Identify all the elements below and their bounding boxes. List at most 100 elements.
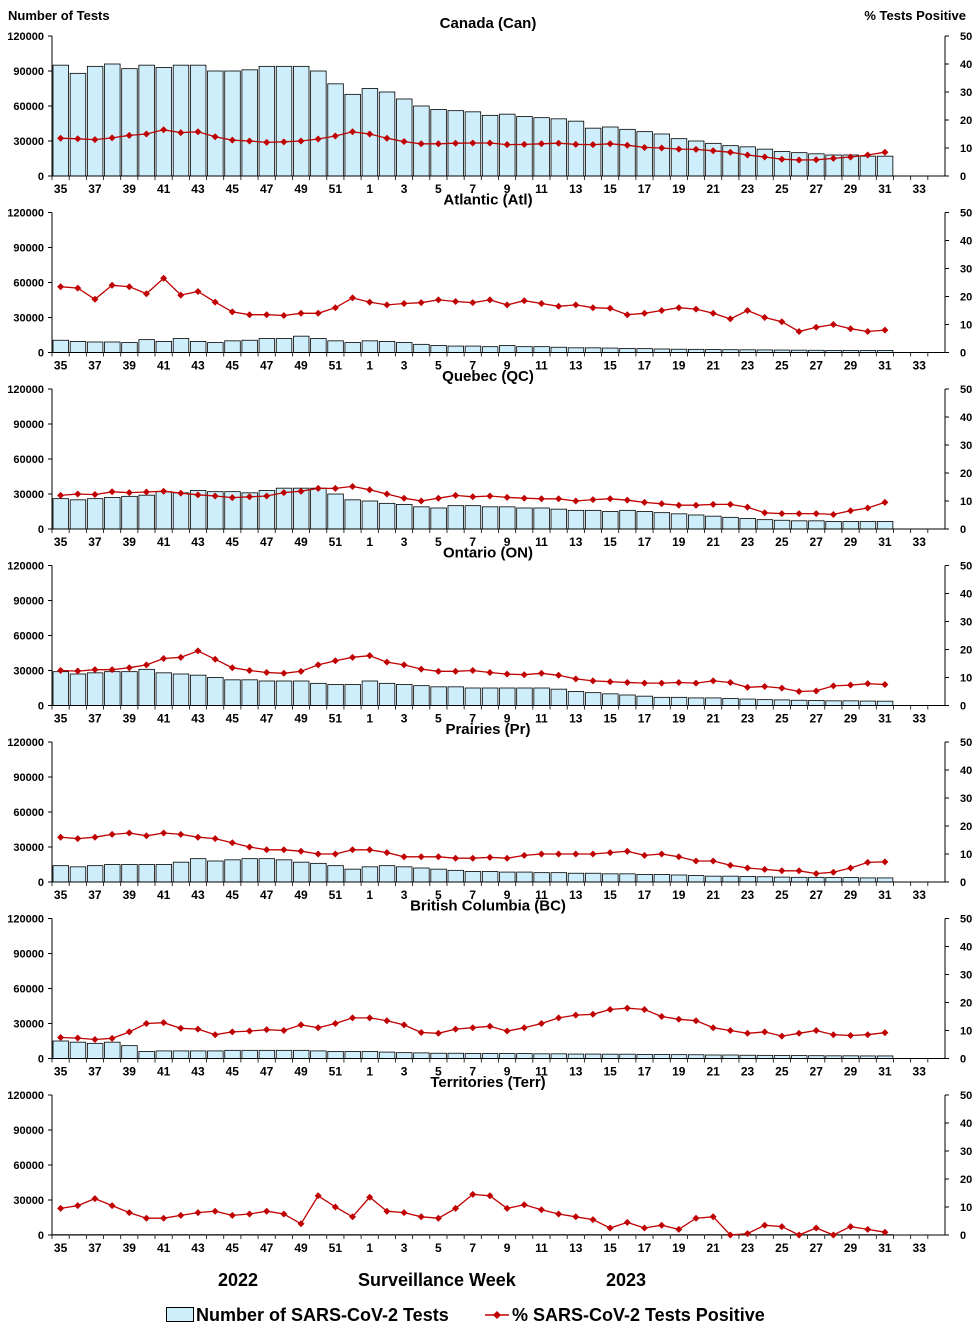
bar — [378, 91, 396, 177]
line-point — [606, 1006, 614, 1013]
line-point — [606, 140, 614, 148]
y-tick-label: 30000 — [13, 136, 44, 148]
line-point — [245, 1027, 253, 1035]
line-point — [469, 139, 477, 147]
bar — [653, 512, 671, 530]
bar — [722, 698, 739, 706]
line-point — [314, 135, 322, 143]
x-tick-label: 43 — [191, 712, 205, 726]
bar — [275, 680, 293, 706]
line-point — [142, 1214, 150, 1222]
bar — [602, 873, 619, 883]
x-tick-label: 29 — [844, 535, 858, 549]
chart-title: Canada (Can) — [440, 15, 537, 32]
line-point — [434, 667, 442, 675]
bar — [104, 341, 121, 353]
bar — [739, 518, 756, 530]
bar — [808, 700, 825, 706]
line-point — [623, 311, 631, 319]
bar — [275, 65, 293, 177]
x-tick-label: 7 — [469, 888, 476, 902]
line-point — [812, 1027, 820, 1034]
x-tick-label: 49 — [294, 712, 308, 726]
x-tick-label: 27 — [810, 712, 824, 726]
bar — [670, 138, 688, 177]
x-tick-label: 33 — [913, 359, 927, 373]
x-tick-label: 19 — [672, 712, 686, 726]
line-point — [263, 311, 271, 319]
line-point — [452, 1025, 460, 1033]
x-tick-label: 45 — [226, 182, 240, 196]
line-point — [795, 1029, 803, 1037]
y2-tick-label: 0 — [960, 524, 966, 536]
line-point — [555, 495, 563, 503]
line-point — [263, 846, 271, 854]
chart-panel: Prairies (Pr) 0 30000 60000 90000 120000 0 10 20… — [7, 721, 972, 902]
line-point — [211, 298, 219, 306]
bar — [499, 506, 516, 530]
line-point — [537, 1020, 545, 1027]
chart-panels: Canada (Can)0300006000090000120000010203… — [7, 15, 972, 1255]
bar — [52, 64, 69, 177]
bar — [756, 699, 774, 706]
bar — [258, 338, 276, 353]
bar — [584, 872, 602, 883]
x-tick-label: 25 — [775, 359, 789, 373]
bar — [499, 871, 516, 883]
y-tick-label: 30000 — [13, 313, 44, 325]
x-tick-label: 49 — [294, 182, 308, 196]
x-tick-label: 11 — [535, 888, 548, 902]
bar — [430, 686, 447, 706]
y-tick-label: 120000 — [7, 561, 44, 573]
x-tick-label: 19 — [672, 359, 686, 373]
line-point — [349, 653, 357, 661]
y2-tick-label: 0 — [960, 348, 966, 360]
bar — [567, 120, 585, 177]
bar — [86, 65, 104, 177]
y2-tick-label: 30 — [960, 440, 972, 452]
x-tick-label: 39 — [123, 712, 137, 726]
line-point — [606, 495, 614, 503]
x-tick-label: 3 — [401, 1241, 408, 1255]
x-tick-label: 51 — [329, 182, 343, 196]
line-point — [280, 312, 288, 320]
line-point — [108, 281, 116, 289]
chart-panel: Atlantic (Atl) 0 30000 60000 90000 120000 0 10 2… — [7, 192, 972, 373]
line-point — [74, 135, 82, 143]
bar — [567, 691, 585, 706]
bar — [688, 875, 705, 883]
line-point — [211, 1207, 219, 1215]
line-point — [228, 664, 236, 672]
x-tick-label: 47 — [260, 888, 274, 902]
bar — [138, 864, 155, 883]
y-tick-label: 0 — [38, 348, 44, 360]
line-point — [417, 497, 425, 505]
x-tick-label: 17 — [638, 535, 652, 549]
x-tick-label: 27 — [810, 1065, 824, 1079]
line-point — [383, 301, 391, 309]
bar — [293, 1049, 310, 1059]
bar — [310, 862, 327, 883]
line-point — [744, 1230, 752, 1238]
x-tick-label: 17 — [638, 1241, 652, 1255]
line-point — [555, 139, 563, 147]
bar — [241, 858, 258, 883]
x-tick-label: 11 — [535, 712, 548, 726]
x-tick-label: 37 — [88, 535, 102, 549]
x-tick-label: 31 — [878, 712, 892, 726]
line-point — [503, 670, 511, 678]
bar — [172, 673, 190, 706]
line-point — [177, 653, 185, 661]
x-tick-label: 47 — [260, 359, 274, 373]
x-tick-label: 41 — [157, 535, 171, 549]
x-tick-label: 51 — [329, 1065, 343, 1079]
bar — [722, 1054, 739, 1059]
line-point — [74, 490, 82, 498]
bar — [413, 1052, 430, 1059]
bar — [430, 868, 447, 883]
x-tick-label: 23 — [741, 1241, 755, 1255]
line-point — [108, 1034, 116, 1042]
line-point — [761, 1221, 769, 1229]
chart-title: Prairies (Pr) — [445, 721, 530, 738]
legend-item-percent-positive: % SARS-CoV-2 Tests Positive — [484, 1305, 765, 1326]
